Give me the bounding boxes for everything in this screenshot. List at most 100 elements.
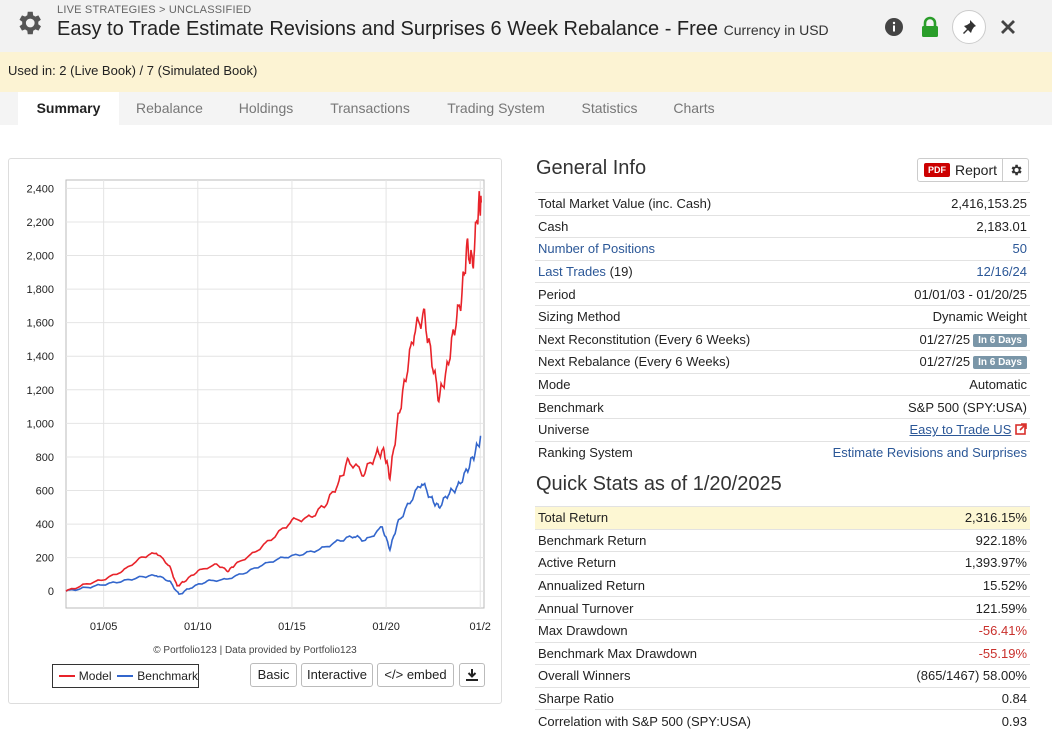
status-badge: In 6 Days (973, 333, 1027, 347)
performance-chart[interactable]: 0 200 400 600 800 1,000 1,200 1,400 1,600 1,800 2,… (8, 158, 502, 658)
settings-gear-icon[interactable] (1009, 163, 1023, 177)
row-label: Sizing Method (535, 304, 794, 329)
tab-summary[interactable]: Summary (18, 92, 119, 125)
row-value: (865/1467) 58.00% (857, 664, 1030, 688)
general-info-table: Total Market Value (inc. Cash) 2,416,153.… (535, 192, 1030, 464)
download-button[interactable] (459, 663, 485, 687)
row-value: 01/27/25 (919, 331, 971, 347)
tab-trading-system[interactable]: Trading System (447, 100, 545, 116)
y-tick-label: 2,000 (26, 251, 54, 263)
embed-button[interactable]: </> embed (377, 663, 454, 687)
info-icon[interactable] (880, 13, 908, 41)
close-icon[interactable] (994, 13, 1022, 41)
model-series-line[interactable] (65, 191, 482, 592)
row-value: 2,416,153.25 (793, 192, 1030, 216)
row-label: Ranking System (535, 440, 794, 464)
table-row: Next Rebalance (Every 6 Weeks) 01/27/25 In… (535, 350, 1030, 374)
table-row: Total Market Value (inc. Cash) 2,416,153.… (535, 192, 1030, 216)
y-tick-label: 400 (36, 519, 54, 531)
x-tick-label: 01/10 (184, 621, 212, 633)
used-in-banner: Used in: 2 (Live Book) / 7 (Simulated Bo… (0, 52, 1052, 92)
tab-bar: Summary Rebalance Holdings Transactions … (0, 92, 1052, 125)
lock-icon[interactable] (916, 13, 944, 41)
table-row: Benchmark Max Drawdown -55.19% (535, 641, 1030, 665)
basic-button[interactable]: Basic (250, 663, 297, 687)
x-tick-label: 01/2 (470, 621, 491, 633)
tab-transactions[interactable]: Transactions (330, 100, 410, 116)
report-button[interactable]: PDF Report (917, 158, 1029, 182)
y-tick-label: 1,600 (26, 318, 54, 330)
table-row: Number of Positions 50 (535, 237, 1030, 261)
y-tick-label: 2,400 (26, 183, 54, 195)
row-value: 121.59% (857, 596, 1030, 620)
row-label: Universe (535, 417, 794, 442)
row-value: S&P 500 (SPY:USA) (793, 395, 1030, 419)
table-row: Benchmark Return 922.18% (535, 528, 1030, 552)
external-link-icon[interactable] (1015, 423, 1027, 436)
row-value: 15.52% (857, 573, 1030, 597)
row-value: 922.18% (857, 528, 1030, 552)
row-label: Mode (535, 372, 794, 396)
table-row: Cash 2,183.01 (535, 214, 1030, 238)
breadcrumb[interactable]: LIVE STRATEGIES > UNCLASSIFIED (57, 4, 252, 16)
performance-chart-panel (8, 158, 502, 704)
row-value: 1,393.97% (857, 551, 1030, 575)
row-label: Annual Turnover (535, 596, 858, 620)
table-row: Active Return 1,393.97% (535, 551, 1030, 575)
table-row: Annual Turnover 121.59% (535, 596, 1030, 620)
y-tick-label: 600 (36, 486, 54, 498)
ranking-system-link[interactable]: Estimate Revisions and Surprises (793, 440, 1030, 464)
general-info-title: General Info (536, 157, 647, 179)
model-legend-swatch (59, 675, 75, 677)
legend-model[interactable]: Model (78, 669, 112, 683)
table-row: Annualized Return 15.52% (535, 573, 1030, 597)
row-label: Active Return (535, 551, 858, 575)
table-row: Ranking System Estimate Revisions and Sur… (535, 440, 1030, 464)
row-label: Cash (535, 214, 794, 238)
quick-stats-title: Quick Stats as of 1/20/2025 (536, 473, 782, 495)
positions-count-link[interactable]: 50 (793, 237, 1030, 261)
header: LIVE STRATEGIES > UNCLASSIFIED Easy to T… (0, 0, 1052, 52)
x-tick-label: 01/05 (90, 621, 118, 633)
last-trades-link[interactable]: Last Trades (538, 264, 606, 280)
legend-benchmark[interactable]: Benchmark (137, 669, 198, 683)
table-row: Overall Winners (865/1467) 58.00% (535, 664, 1030, 688)
report-divider (1002, 159, 1004, 181)
last-trade-date-link[interactable]: 12/16/24 (793, 259, 1030, 283)
row-value: Dynamic Weight (793, 304, 1030, 329)
table-row: Last Trades (19) 12/16/24 (535, 259, 1030, 283)
number-of-positions-link[interactable]: Number of Positions (535, 237, 794, 261)
table-row: Sharpe Ratio 0.84 (535, 686, 1030, 710)
row-value: 2,316.15% (857, 506, 1030, 530)
tab-statistics[interactable]: Statistics (581, 100, 638, 116)
y-tick-label: 200 (36, 553, 54, 565)
tab-holdings[interactable]: Holdings (238, 100, 294, 116)
tab-rebalance[interactable]: Rebalance (136, 100, 203, 116)
row-label: Total Market Value (inc. Cash) (535, 192, 794, 216)
universe-link[interactable]: Easy to Trade US (909, 422, 1012, 438)
row-value: 2,183.01 (793, 214, 1030, 238)
row-label: Overall Winners (535, 664, 858, 688)
table-row: Universe Easy to Trade US (535, 417, 1030, 442)
interactive-button[interactable]: Interactive (301, 663, 373, 687)
plot-area (65, 179, 485, 609)
row-label: Total Return (535, 506, 858, 530)
row-value: Automatic (793, 372, 1030, 396)
row-label: Annualized Return (535, 573, 858, 597)
tab-charts[interactable]: Charts (673, 100, 715, 116)
report-label: Report (955, 162, 998, 178)
row-value: 01/01/03 - 01/20/25 (793, 282, 1030, 306)
status-badge: In 6 Days (973, 356, 1027, 370)
benchmark-series-line[interactable] (65, 435, 482, 595)
table-row: Benchmark S&P 500 (SPY:USA) (535, 395, 1030, 419)
table-row: Max Drawdown -56.41% (535, 618, 1030, 643)
row-label: Next Reconstitution (Every 6 Weeks) (535, 327, 794, 351)
pin-icon[interactable] (952, 10, 986, 44)
row-label: Benchmark (535, 395, 794, 419)
table-row: Period 01/01/03 - 01/20/25 (535, 282, 1030, 306)
table-row: Sizing Method Dynamic Weight (535, 304, 1030, 329)
table-row: Total Return 2,316.15% (535, 506, 1030, 530)
gear-icon[interactable] (14, 8, 44, 38)
y-tick-label: 1,800 (26, 284, 54, 296)
strategy-name: Easy to Trade Estimate Revisions and Sur… (57, 18, 719, 40)
